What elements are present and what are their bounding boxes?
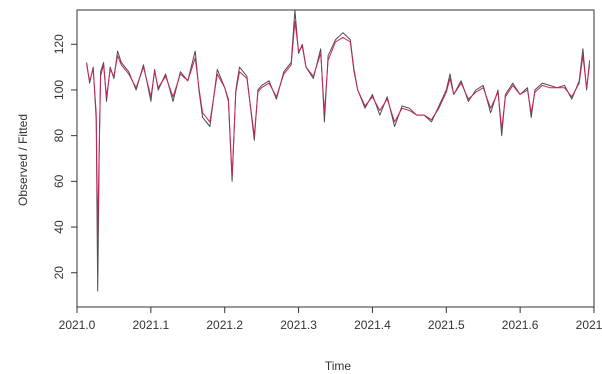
x-tick-label: 2021.4 <box>354 318 391 332</box>
x-axis: 2021.0 2021.1 2021.2 2021.3 2021.4 2021.5 2021… <box>59 307 602 332</box>
x-tick-label: 2021.6 <box>502 318 539 332</box>
y-tick-label: 120 <box>52 34 66 54</box>
y-tick-label: 40 <box>52 220 66 234</box>
y-tick-label: 100 <box>52 80 66 100</box>
series-line-2 <box>86 20 591 237</box>
y-tick-label: 20 <box>52 266 66 280</box>
x-tick-label: 2021.0 <box>59 318 96 332</box>
series-line-1 <box>86 9 591 292</box>
plot-frame <box>76 9 595 308</box>
plot-layer <box>86 9 591 292</box>
y-tick-label: 80 <box>52 129 66 143</box>
y-axis-label: Observed / Fitted <box>16 114 30 206</box>
x-axis-label: Time <box>325 359 352 373</box>
x-tick-label: 2021.1 <box>133 318 170 332</box>
x-tick-label: 2021.5 <box>428 318 465 332</box>
x-tick-label: 2021.3 <box>280 318 317 332</box>
x-tick-label: 2021.2 <box>206 318 243 332</box>
y-axis: 20 40 60 80 100 120 <box>52 34 77 279</box>
x-tick-label: 2021.7 <box>576 318 602 332</box>
y-tick-label: 60 <box>52 174 66 188</box>
